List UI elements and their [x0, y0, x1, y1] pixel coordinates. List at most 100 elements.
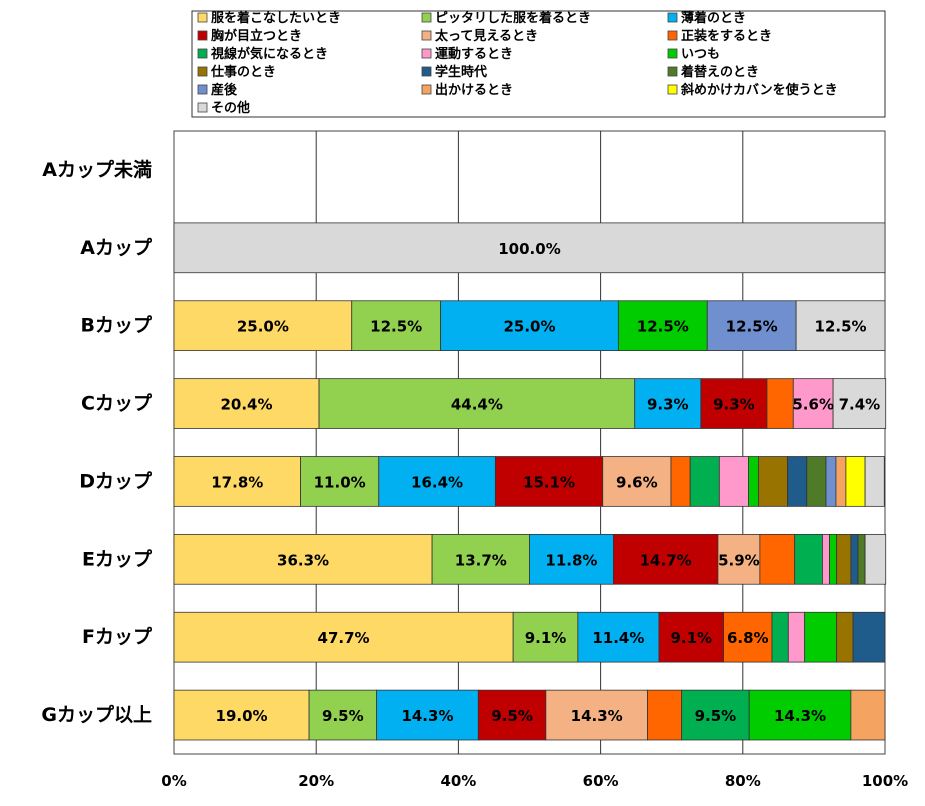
bar-segment	[759, 533, 796, 585]
x-tick-label: 0%	[161, 772, 186, 790]
legend-label: 胸が目立つとき	[211, 28, 302, 44]
bar-segment	[748, 456, 759, 507]
bar-segment	[825, 456, 837, 507]
legend-swatch	[667, 84, 678, 95]
legend-swatch	[197, 48, 208, 59]
bar-segment	[602, 456, 672, 507]
bar-segment	[440, 300, 619, 352]
legend-label: ピッタリした服を着るとき	[435, 10, 591, 26]
bar-segment	[792, 378, 834, 429]
data-label: 13.7%	[455, 551, 507, 569]
bar-segment	[318, 378, 636, 429]
data-label: 14.3%	[401, 707, 453, 725]
data-label: 12.5%	[726, 318, 778, 336]
data-label: 25.0%	[237, 318, 289, 336]
bar-segment	[806, 456, 827, 507]
data-label: 15.1%	[523, 473, 575, 491]
data-label: 5.6%	[792, 396, 834, 414]
legend-label: 薄着のとき	[681, 10, 746, 26]
bar-segment	[857, 533, 866, 585]
bar-segment	[612, 533, 719, 585]
y-category-label: Cカップ	[81, 392, 153, 415]
legend-swatch	[197, 102, 208, 113]
bar-segment	[766, 378, 794, 429]
legend-label: いつも	[681, 47, 720, 62]
x-tick-label: 100%	[862, 772, 908, 790]
data-label: 9.1%	[525, 629, 567, 647]
bar-segment	[376, 689, 479, 741]
legend-label: 視線が気になるとき	[210, 46, 328, 62]
data-label: 16.4%	[411, 473, 463, 491]
bar-segment	[351, 300, 442, 352]
bar-segment	[850, 533, 859, 585]
legend-label: 仕事のとき	[210, 64, 276, 80]
legend-label: 産後	[211, 82, 238, 98]
data-label: 9.5%	[322, 707, 364, 725]
data-label: 14.7%	[640, 551, 692, 569]
data-label: 14.3%	[774, 707, 826, 725]
data-label: 14.3%	[571, 707, 623, 725]
data-label: 20.4%	[220, 396, 272, 414]
bar-segment	[681, 689, 750, 741]
data-label: 9.3%	[713, 396, 755, 414]
bar-segment	[431, 533, 530, 585]
bar-segment	[864, 533, 887, 585]
x-tick-label: 40%	[440, 772, 476, 790]
data-label: 36.3%	[277, 551, 329, 569]
y-category-label: Bカップ	[81, 314, 153, 337]
bar-segment	[173, 300, 353, 352]
bar-segment	[758, 456, 788, 507]
bar-segment	[173, 378, 320, 429]
bar-segment	[173, 222, 886, 274]
legend-label: 学生時代	[435, 64, 487, 80]
bar-segment	[717, 533, 761, 585]
bar-segment	[832, 378, 887, 429]
legend-swatch	[421, 30, 432, 41]
y-category-label: Dカップ	[79, 469, 153, 492]
bar-segment	[771, 611, 789, 663]
y-category-label: Eカップ	[82, 547, 153, 570]
bar-segment	[529, 533, 614, 585]
legend-swatch	[667, 48, 678, 59]
legend-swatch	[667, 12, 678, 23]
data-label: 11.8%	[545, 551, 597, 569]
bar-segment	[804, 611, 838, 663]
data-label: 9.1%	[670, 629, 712, 647]
legend-label: 太って見えるとき	[434, 28, 538, 44]
bar-segment	[787, 611, 806, 663]
legend-swatch	[421, 12, 432, 23]
legend-swatch	[421, 84, 432, 95]
legend-label: 斜めかけカバンを使うとき	[680, 82, 838, 98]
bar-segment	[850, 689, 886, 741]
legend-swatch	[667, 66, 678, 77]
bar-segment	[794, 533, 823, 585]
x-tick-label: 20%	[298, 772, 334, 790]
legend-label: 服を着こなしたいとき	[211, 10, 341, 26]
bar-segment	[689, 456, 720, 507]
legend-swatch	[667, 30, 678, 41]
data-label: 11.0%	[314, 473, 366, 491]
legend-label: 運動するとき	[435, 46, 513, 62]
data-label: 17.8%	[211, 473, 263, 491]
data-label: 9.6%	[616, 473, 658, 491]
legend-label: 出かけるとき	[435, 82, 513, 98]
data-label: 47.7%	[318, 629, 370, 647]
bar-segment	[700, 378, 768, 429]
data-label: 9.5%	[491, 707, 533, 725]
bar-segment	[173, 533, 433, 585]
legend-swatch	[197, 30, 208, 41]
legend-swatch	[197, 66, 208, 77]
legend-swatch	[421, 48, 432, 59]
data-label: 19.0%	[216, 707, 268, 725]
bar-segment	[852, 611, 886, 663]
bar-segment	[864, 456, 885, 507]
bar-segment	[494, 456, 604, 507]
data-label: 9.3%	[647, 396, 689, 414]
data-label: 11.4%	[592, 629, 644, 647]
bar-segment	[545, 689, 648, 741]
legend-frame	[191, 10, 886, 118]
plot-area: 0% 20% 40% 60% 80% 100% Aカップ未満 Aカップ 100.0% Bカップ 25…	[41, 130, 908, 790]
data-label: 6.8%	[727, 629, 769, 647]
